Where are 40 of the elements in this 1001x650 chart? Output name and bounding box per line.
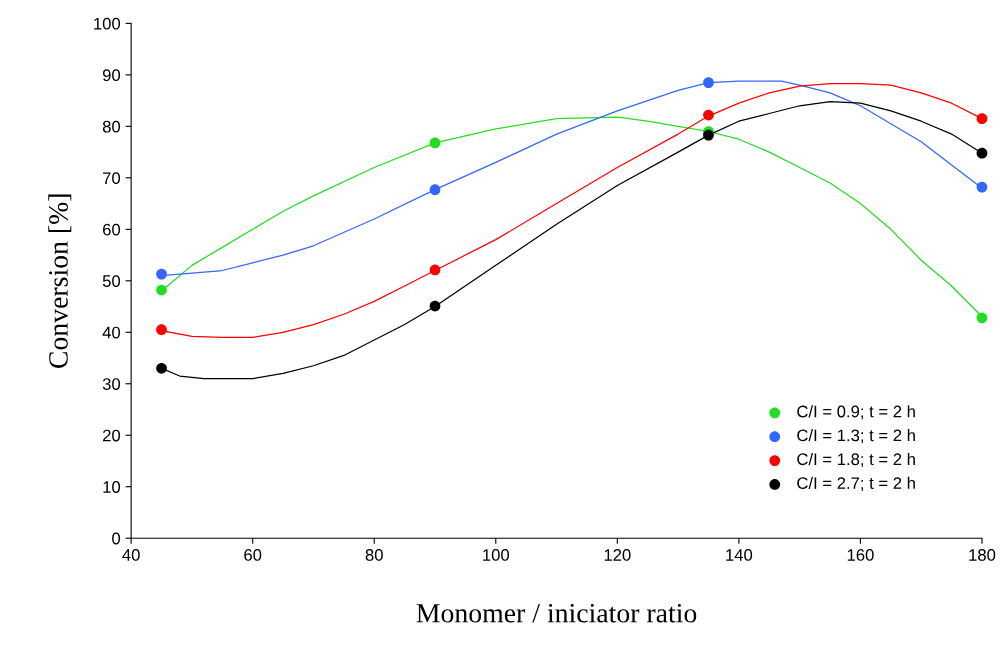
point	[976, 312, 988, 324]
x-tick-label: 160	[847, 549, 874, 561]
point	[976, 181, 988, 193]
x-tick-label: 40	[122, 549, 140, 561]
y-tick-label: 0	[112, 532, 121, 545]
point	[976, 147, 988, 159]
point	[429, 300, 441, 312]
point	[703, 109, 714, 121]
y-tick-label: 40	[102, 326, 121, 339]
y-axis-title: Conversion [%]	[48, 194, 72, 368]
point	[156, 284, 167, 296]
y-tick-label: 70	[103, 172, 121, 185]
y-tick-label: 50	[102, 275, 121, 287]
point	[976, 113, 988, 125]
x-tick-label: 100	[483, 549, 510, 561]
legend-label: C/I = 2.7; t = 2 h	[797, 476, 915, 491]
x-tick-label: 120	[604, 549, 631, 561]
point	[429, 184, 441, 196]
legend-label: C/I = 1.8; t = 2 h	[797, 452, 915, 468]
x-axis-title: Monomer / iniciator ratio	[416, 603, 697, 623]
x-tick-label: 180	[969, 549, 996, 561]
y-tick-label: 100	[94, 17, 121, 30]
y-tick-label: 30	[102, 378, 121, 390]
x-tick-label: 60	[244, 549, 262, 561]
y-tick-label: 20	[103, 429, 121, 442]
x-tick-label: 140	[726, 549, 753, 561]
point	[703, 77, 714, 88]
point	[429, 137, 441, 149]
x-tick-label: 80	[365, 549, 383, 561]
point	[429, 264, 441, 276]
legend-label: C/I = 1.3; t = 2 h	[797, 429, 915, 444]
point	[156, 324, 167, 336]
point	[156, 362, 167, 374]
y-tick-label: 10	[103, 481, 121, 493]
point	[703, 129, 714, 141]
y-tick-label: 90	[102, 69, 121, 82]
y-tick-label: 80	[102, 120, 121, 133]
legend-label: C/I = 0.9; t = 2 h	[797, 405, 915, 420]
y-tick-label: 60	[103, 223, 121, 236]
point	[156, 268, 167, 280]
